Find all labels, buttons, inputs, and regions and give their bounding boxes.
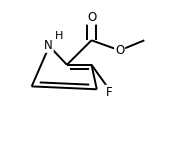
Text: N: N xyxy=(44,39,53,52)
Text: H: H xyxy=(55,31,63,41)
Text: F: F xyxy=(106,86,112,99)
Text: O: O xyxy=(115,44,124,57)
Text: O: O xyxy=(87,11,96,24)
